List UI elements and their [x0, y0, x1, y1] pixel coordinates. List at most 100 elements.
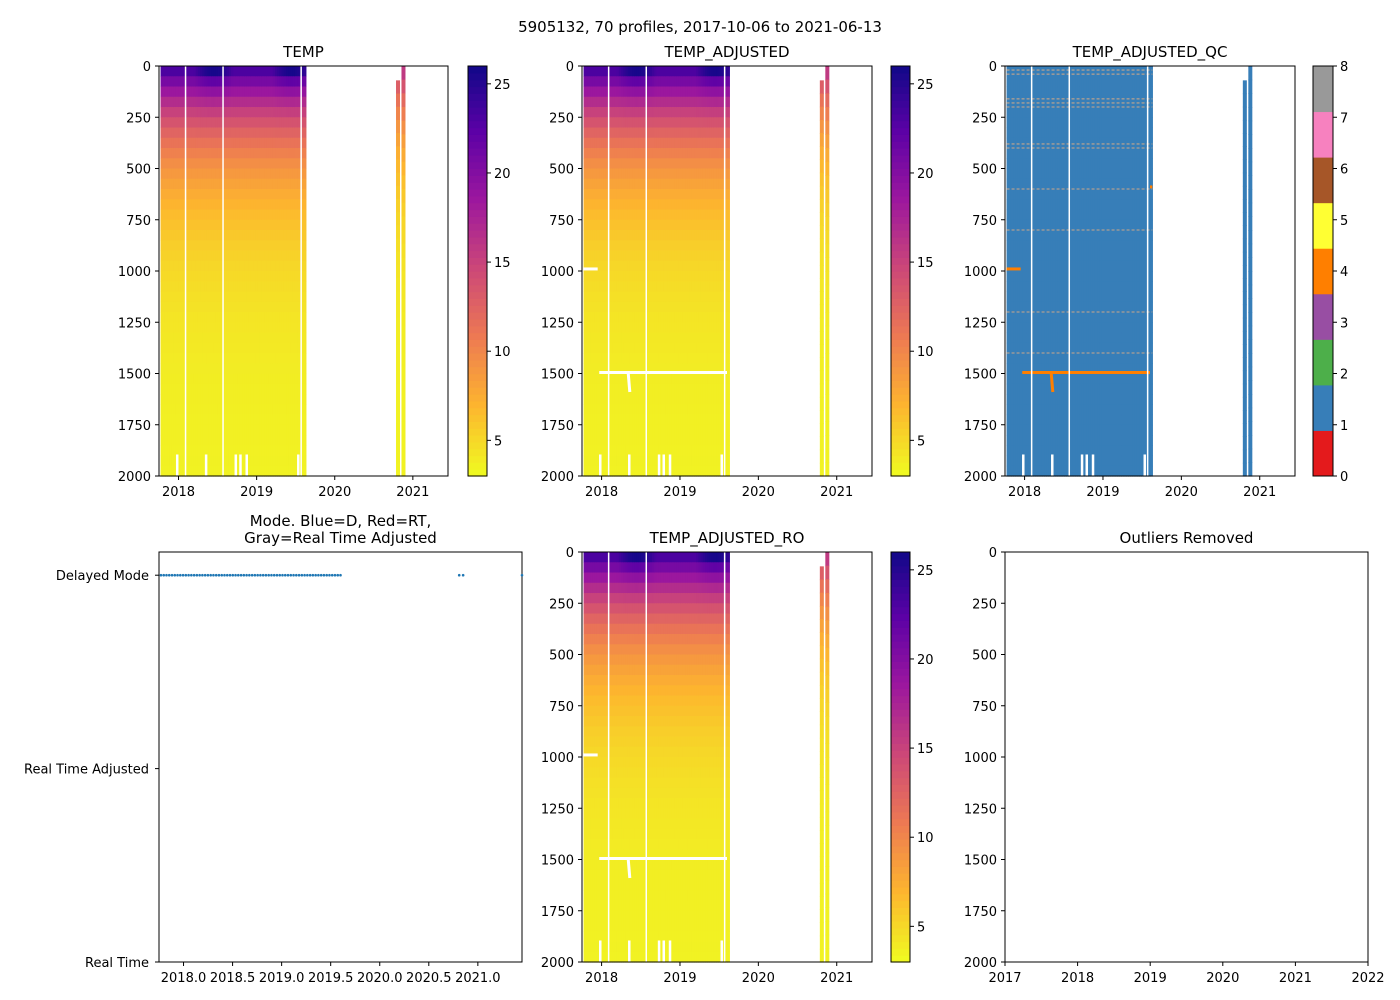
- temp_adj-cell: [623, 445, 627, 457]
- temp_adj-cell: [621, 148, 624, 159]
- temp-cell: [257, 209, 261, 221]
- temp-colorbar-band: [468, 161, 487, 170]
- temp-cell: [208, 96, 212, 108]
- temp-cell: [272, 332, 276, 344]
- temp_adj-cell: [616, 127, 620, 139]
- temp-cell: [175, 189, 179, 200]
- temp-cell: [228, 414, 232, 426]
- temp-cell: [268, 96, 272, 108]
- temp-cell: [162, 301, 166, 313]
- temp_adj-cell: [592, 414, 596, 426]
- temp_adj-cell: [590, 127, 594, 139]
- temp-cell: [246, 271, 250, 282]
- temp-cell: [283, 394, 287, 405]
- temp-cell: [231, 465, 234, 477]
- temp-cell: [253, 189, 256, 200]
- temp-cell: [164, 373, 168, 385]
- temp-cell: [213, 281, 217, 293]
- temp_adj-cell: [594, 230, 598, 241]
- temp-cell: [286, 404, 289, 416]
- temp-cell: [272, 281, 276, 293]
- temp-cell: [211, 96, 214, 108]
- temp-cell: [250, 322, 254, 334]
- temp-cell: [204, 342, 208, 354]
- temp-cell: [186, 342, 190, 354]
- temp_adj-cell: [632, 76, 635, 88]
- temp-cell: [173, 455, 177, 467]
- temp-cell: [228, 271, 232, 282]
- temp-cell: [279, 465, 283, 477]
- temp-cell: [255, 394, 259, 405]
- temp-cell: [242, 230, 245, 241]
- temp-cell: [178, 332, 181, 344]
- temp-cell: [261, 353, 265, 364]
- temp-cell: [206, 281, 210, 293]
- temp-cell: [167, 455, 170, 467]
- temp-cell: [226, 322, 230, 334]
- temp-cell: [226, 465, 230, 477]
- temp-cell: [231, 148, 234, 159]
- temp-cell: [171, 465, 175, 477]
- temp-cell: [169, 189, 173, 200]
- temp-cell: [200, 312, 203, 323]
- temp_adj-cell: [596, 127, 600, 139]
- temp-profile: [235, 66, 239, 477]
- temp-cell: [175, 209, 179, 221]
- temp-profile: [193, 66, 197, 477]
- temp_adj-cell: [603, 291, 607, 303]
- temp-cell: [292, 230, 296, 241]
- temp-cell: [270, 178, 274, 190]
- temp_adj-cell: [592, 66, 596, 77]
- temp-cell: [182, 189, 186, 200]
- temp-cell: [224, 230, 228, 241]
- temp-cell: [250, 404, 254, 416]
- temp-cell: [160, 260, 164, 272]
- temp-cell: [228, 96, 232, 108]
- temp-cell: [208, 168, 212, 180]
- temp_adj-cell: [610, 281, 613, 293]
- temp-cell: [226, 445, 230, 457]
- temp-cell: [288, 107, 292, 118]
- temp_adj-cell: [612, 127, 616, 139]
- temp-cell: [200, 209, 203, 221]
- temp-cell: [270, 271, 274, 282]
- temp-cell: [235, 168, 239, 180]
- temp-cell: [279, 127, 283, 139]
- temp_adj-cell: [585, 281, 589, 293]
- temp-cell: [193, 342, 197, 354]
- temp-cell: [272, 76, 276, 88]
- temp_adj-cell: [601, 353, 605, 364]
- temp-cell: [224, 312, 228, 323]
- temp_adj-cell: [583, 363, 587, 375]
- temp-cell: [162, 240, 166, 252]
- temp-cell: [162, 168, 166, 180]
- temp_adj-cell: [625, 404, 629, 416]
- temp-cell: [235, 322, 239, 334]
- temp-cell: [235, 363, 239, 375]
- temp-cell: [268, 76, 272, 88]
- temp-cell: [257, 414, 261, 426]
- temp-cell: [164, 291, 168, 303]
- temp_adj-cell: [599, 353, 602, 364]
- temp-cell: [244, 230, 248, 241]
- temp-cell: [277, 76, 281, 88]
- temp-cell: [191, 435, 195, 446]
- temp-cell: [244, 117, 248, 129]
- temp-cell: [200, 465, 203, 477]
- temp-cell: [253, 322, 256, 334]
- temp-cell: [200, 107, 203, 118]
- temp_adj-cell: [599, 219, 602, 231]
- temp-cell: [211, 301, 214, 313]
- temp-cell: [191, 465, 195, 477]
- temp_adj-cell: [594, 137, 598, 149]
- temp-cell: [261, 383, 265, 395]
- temp-cell: [164, 465, 168, 477]
- temp-cell: [217, 394, 221, 405]
- temp-cell: [292, 199, 296, 211]
- temp_adj-cell: [634, 404, 638, 416]
- temp-cell: [250, 96, 254, 108]
- temp-cell: [261, 86, 265, 98]
- temp-cell: [178, 363, 181, 375]
- temp-cell: [239, 117, 243, 129]
- temp-cell: [242, 312, 245, 323]
